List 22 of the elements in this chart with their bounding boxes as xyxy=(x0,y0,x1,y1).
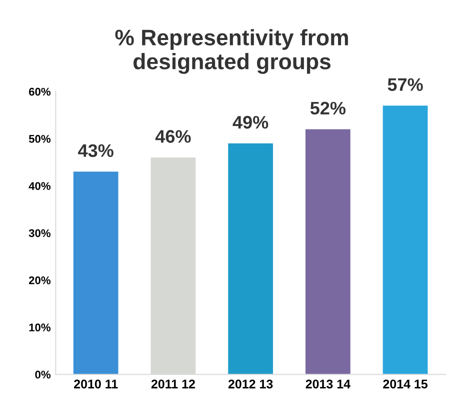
y-tick-label: 10% xyxy=(29,324,51,332)
x-tick-label: 2013 14 xyxy=(306,380,350,388)
data-label: 49% xyxy=(232,116,268,129)
y-tick-label: 60% xyxy=(28,88,51,96)
x-tick-label: 2014 15 xyxy=(383,380,428,388)
bar xyxy=(305,129,350,374)
bar xyxy=(382,106,428,374)
y-tick-label: 0% xyxy=(35,370,51,379)
data-label: 43% xyxy=(78,144,114,158)
bar xyxy=(73,172,118,374)
x-tick-label: 2010 11 xyxy=(74,380,118,388)
data-label: 52% xyxy=(310,102,346,115)
y-tick-label: 40% xyxy=(28,182,51,190)
bar xyxy=(228,143,273,374)
y-tick-label: 50% xyxy=(28,134,51,143)
y-tick-label: 30% xyxy=(28,229,51,238)
x-tick-label: 2011 12 xyxy=(151,380,195,388)
data-label: 46% xyxy=(155,130,191,143)
y-tick-label: 20% xyxy=(28,276,51,284)
data-label: 57% xyxy=(388,78,423,91)
x-tick-label: 2012 13 xyxy=(228,380,273,388)
chart-title: % Representivity from designated groups xyxy=(115,29,348,74)
